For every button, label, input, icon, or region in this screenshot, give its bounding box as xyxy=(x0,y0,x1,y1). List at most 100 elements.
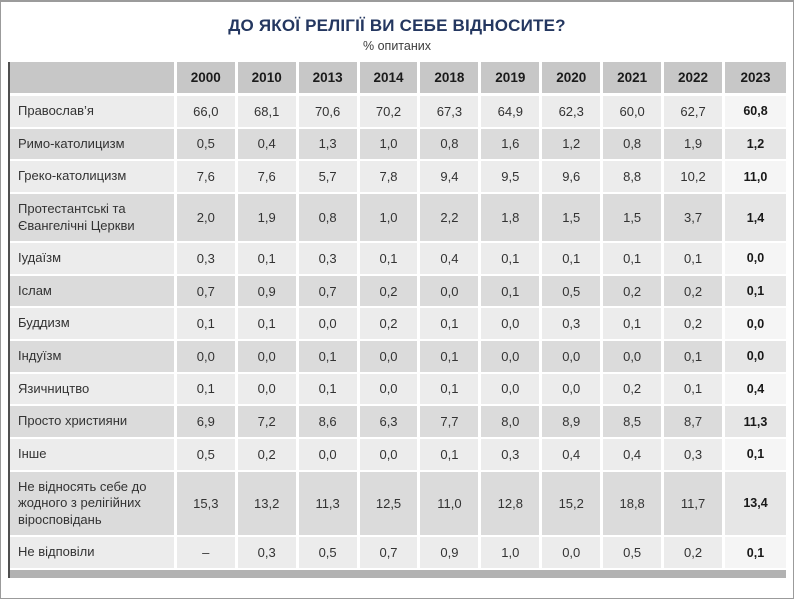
year-header: 2023 xyxy=(725,62,786,96)
value-cell: 1,4 xyxy=(725,193,786,244)
value-cell: 0,1 xyxy=(725,537,786,570)
table-wrapper: 2000 2010 2013 2014 2018 2019 2020 2021 2022 2023… xyxy=(8,62,786,578)
footer-bar xyxy=(10,570,786,578)
table-row: Інше 0,5 0,2 0,0 0,0 0,1 0,3 0,4 0,4 0,3 0,1 xyxy=(10,438,786,472)
value-cell: 0,9 xyxy=(237,275,299,309)
header-row: 2000 2010 2013 2014 2018 2019 2020 2021 2022 2023 xyxy=(10,62,786,96)
year-header: 2000 xyxy=(176,62,238,96)
value-cell: 0,0 xyxy=(481,373,543,407)
value-cell: 0,0 xyxy=(359,438,421,472)
row-label: Просто християни xyxy=(10,406,177,439)
value-cell: 11,3 xyxy=(298,471,360,538)
value-cell: 62,3 xyxy=(542,96,604,129)
year-header: 2022 xyxy=(664,62,725,96)
value-cell: 8,7 xyxy=(664,406,725,439)
value-cell: 8,6 xyxy=(298,406,360,439)
value-cell: 60,8 xyxy=(725,96,786,129)
row-label: Язичництво xyxy=(10,373,177,407)
value-cell: 0,1 xyxy=(176,373,238,407)
row-label: Іслам xyxy=(10,275,177,309)
value-cell: 0,2 xyxy=(664,537,725,570)
value-cell: 0,0 xyxy=(725,341,786,374)
value-cell: 0,0 xyxy=(542,537,604,570)
table-body: Православ’я 66,0 68,1 70,6 70,2 67,3 64,9 62,3 6… xyxy=(10,96,786,570)
value-cell: 0,1 xyxy=(420,308,482,341)
value-cell: 8,8 xyxy=(603,161,665,194)
value-cell: 6,3 xyxy=(359,406,421,439)
value-cell: 0,0 xyxy=(481,341,543,374)
value-cell: 1,2 xyxy=(725,128,786,162)
row-label: Буддизм xyxy=(10,308,177,341)
value-cell: 0,0 xyxy=(481,308,543,341)
year-header: 2021 xyxy=(603,62,665,96)
year-header: 2018 xyxy=(420,62,482,96)
value-cell: 0,1 xyxy=(237,243,299,276)
value-cell: 13,4 xyxy=(725,471,786,538)
corner-cell xyxy=(10,62,177,96)
value-cell: 0,2 xyxy=(603,373,665,407)
table-row: Іслам 0,7 0,9 0,7 0,2 0,0 0,1 0,5 0,2 0,2 0,1 xyxy=(10,275,786,309)
value-cell: 0,2 xyxy=(359,308,421,341)
value-cell: 1,2 xyxy=(542,128,604,162)
value-cell: 7,6 xyxy=(237,161,299,194)
value-cell: 0,7 xyxy=(176,275,238,309)
value-cell: 0,8 xyxy=(420,128,482,162)
value-cell: 0,2 xyxy=(664,275,725,309)
value-cell: 0,3 xyxy=(542,308,604,341)
value-cell: 0,1 xyxy=(420,438,482,472)
value-cell: 1,0 xyxy=(481,537,543,570)
table-row: Православ’я 66,0 68,1 70,6 70,2 67,3 64,9 62,3 6… xyxy=(10,96,786,129)
value-cell: 8,9 xyxy=(542,406,604,439)
value-cell: 0,4 xyxy=(237,128,299,162)
year-header: 2013 xyxy=(298,62,360,96)
religion-table: 2000 2010 2013 2014 2018 2019 2020 2021 2022 2023… xyxy=(10,62,786,570)
value-cell: 7,8 xyxy=(359,161,421,194)
value-cell: 0,0 xyxy=(237,373,299,407)
value-cell: 0,9 xyxy=(420,537,482,570)
table-row: Римо-католицизм 0,5 0,4 1,3 1,0 0,8 1,6 1,2 0,8 1… xyxy=(10,128,786,162)
value-cell: 8,5 xyxy=(603,406,665,439)
value-cell: 0,1 xyxy=(725,438,786,472)
table-row: Протестантські та Євангелічні Церкви 2,0 1… xyxy=(10,193,786,244)
value-cell: 15,3 xyxy=(176,471,238,538)
value-cell: 0,0 xyxy=(176,341,238,374)
value-cell: 11,0 xyxy=(420,471,482,538)
value-cell: 0,3 xyxy=(237,537,299,570)
value-cell: 0,2 xyxy=(237,438,299,472)
value-cell: 11,3 xyxy=(725,406,786,439)
value-cell: 13,2 xyxy=(237,471,299,538)
value-cell: 0,1 xyxy=(481,243,543,276)
table-header: 2000 2010 2013 2014 2018 2019 2020 2021 2022 2023 xyxy=(10,62,786,96)
value-cell: 0,5 xyxy=(603,537,665,570)
value-cell: 0,3 xyxy=(664,438,725,472)
value-cell: 66,0 xyxy=(176,96,238,129)
table-row: Буддизм 0,1 0,1 0,0 0,2 0,1 0,0 0,3 0,1 0,2 0,0 xyxy=(10,308,786,341)
table-row: Греко-католицизм 7,6 7,6 5,7 7,8 9,4 9,5 9,6 8,8… xyxy=(10,161,786,194)
value-cell: – xyxy=(176,537,238,570)
value-cell: 10,2 xyxy=(664,161,725,194)
value-cell: 0,0 xyxy=(542,373,604,407)
value-cell: 0,4 xyxy=(603,438,665,472)
value-cell: 0,7 xyxy=(298,275,360,309)
value-cell: 11,0 xyxy=(725,161,786,194)
value-cell: 2,0 xyxy=(176,193,238,244)
value-cell: 0,1 xyxy=(420,341,482,374)
value-cell: 0,5 xyxy=(176,128,238,162)
subtitle: % опитаних xyxy=(363,39,431,53)
value-cell: 5,7 xyxy=(298,161,360,194)
value-cell: 0,4 xyxy=(542,438,604,472)
table-row: Індуїзм 0,0 0,0 0,1 0,0 0,1 0,0 0,0 0,0 0,1 0,0 xyxy=(10,341,786,374)
row-label: Православ’я xyxy=(10,96,177,129)
table-row: Не відповіли –0,3 0,5 0,7 0,9 1,0 0,0 0,5 0,2 0,1 xyxy=(10,537,786,570)
year-header: 2010 xyxy=(237,62,299,96)
value-cell: 0,7 xyxy=(359,537,421,570)
value-cell: 0,4 xyxy=(725,373,786,407)
value-cell: 1,0 xyxy=(359,193,421,244)
value-cell: 70,6 xyxy=(298,96,360,129)
value-cell: 0,5 xyxy=(298,537,360,570)
value-cell: 12,8 xyxy=(481,471,543,538)
value-cell: 7,6 xyxy=(176,161,238,194)
value-cell: 68,1 xyxy=(237,96,299,129)
value-cell: 0,3 xyxy=(176,243,238,276)
value-cell: 0,1 xyxy=(176,308,238,341)
